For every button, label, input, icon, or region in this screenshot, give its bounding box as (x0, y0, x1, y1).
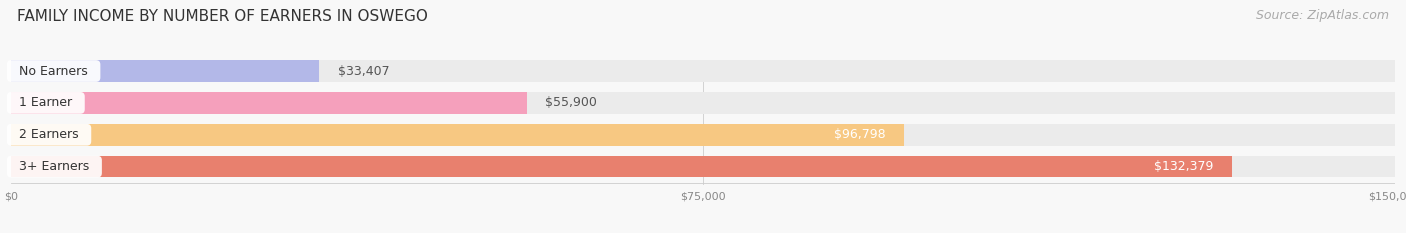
Text: $132,379: $132,379 (1154, 160, 1213, 173)
Bar (11, 92, 527, 114)
Bar (11, 60, 319, 82)
Text: 3+ Earners: 3+ Earners (11, 160, 97, 173)
Text: 2 Earners: 2 Earners (11, 128, 87, 141)
Bar (11, 60, 1395, 82)
Bar (11, 92, 1395, 114)
Bar (11, 124, 1395, 146)
Text: 1 Earner: 1 Earner (11, 96, 80, 110)
Bar (11, 156, 1395, 178)
Text: Source: ZipAtlas.com: Source: ZipAtlas.com (1256, 9, 1389, 22)
Text: $55,900: $55,900 (546, 96, 598, 110)
Bar (11, 156, 1232, 178)
Text: No Earners: No Earners (11, 65, 96, 78)
Text: $96,798: $96,798 (834, 128, 886, 141)
Text: $33,407: $33,407 (337, 65, 389, 78)
Text: FAMILY INCOME BY NUMBER OF EARNERS IN OSWEGO: FAMILY INCOME BY NUMBER OF EARNERS IN OS… (17, 9, 427, 24)
Bar (11, 124, 904, 146)
